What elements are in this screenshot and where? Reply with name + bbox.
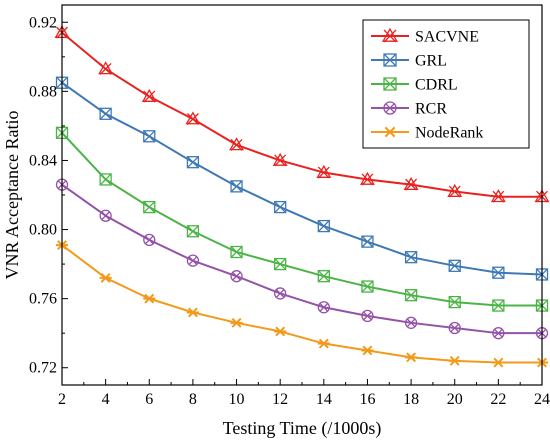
- data-point-grl-8: [186, 156, 200, 169]
- data-point-cdrl-16: [361, 280, 374, 293]
- y-axis-label: VNR Acceptance Ratio: [2, 111, 22, 280]
- data-point-rcr-20: [448, 321, 461, 335]
- data-point-rcr-12: [274, 287, 287, 300]
- legend-marker: [383, 77, 397, 91]
- data-point-rcr-10: [230, 270, 243, 283]
- y-tick-label: 0.84: [29, 152, 57, 169]
- legend-entry-sacvne: SACVNE: [371, 27, 479, 46]
- legend-marker: [383, 101, 397, 115]
- x-axis-label: Testing Time (/1000s): [223, 418, 382, 439]
- x-tick-label: 10: [229, 391, 245, 408]
- data-point-sacvne-8: [185, 111, 201, 125]
- data-point-cdrl-12: [274, 257, 287, 271]
- data-point-sacvne-12: [272, 152, 288, 167]
- data-point-noderank-16: [361, 345, 374, 356]
- data-point-cdrl-10: [230, 245, 243, 259]
- series-rcr: [55, 178, 549, 340]
- data-point-rcr-6: [143, 233, 156, 247]
- x-tick-label: 22: [490, 391, 506, 408]
- data-point-sacvne-20: [447, 183, 463, 198]
- legend: SACVNE GRL CDRL RCR NodeRank: [362, 19, 530, 149]
- legend-marker: [383, 53, 397, 67]
- data-point-rcr-18: [404, 316, 418, 329]
- legend-marker: [381, 27, 399, 43]
- x-tick-label: 16: [359, 391, 375, 408]
- data-point-grl-10: [230, 180, 243, 193]
- data-point-grl-22: [492, 266, 505, 279]
- legend-marker: [383, 126, 397, 138]
- x-tick-label: 18: [403, 391, 419, 408]
- x-tick-label: 20: [447, 391, 463, 408]
- legend-entry-rcr: RCR: [371, 101, 447, 118]
- series-line-noderank: [61, 244, 542, 364]
- data-point-sacvne-18: [403, 177, 419, 191]
- x-tick-label: 8: [189, 391, 197, 408]
- x-tick-label: 12: [272, 391, 288, 408]
- series-line-rcr: [61, 183, 542, 335]
- data-point-grl-12: [274, 200, 287, 214]
- data-point-noderank-12: [274, 326, 287, 337]
- data-point-cdrl-18: [404, 289, 418, 302]
- x-tick-label: 4: [102, 391, 110, 408]
- data-point-sacvne-14: [316, 164, 332, 179]
- series-line-cdrl: [61, 132, 542, 307]
- legend-label: NodeRank: [415, 125, 483, 142]
- series-cdrl: [55, 126, 549, 312]
- series-sacvne: [54, 25, 550, 203]
- data-point-rcr-8: [186, 254, 200, 267]
- legend-entry-cdrl: CDRL: [371, 77, 458, 94]
- data-point-cdrl-6: [143, 200, 156, 214]
- data-point-grl-14: [317, 219, 330, 233]
- axis-ticks: 2 4 6 8 10 12 14 16 18 20 22 240.720.760.800.840.88…: [29, 14, 550, 408]
- data-point-noderank-4: [99, 272, 112, 283]
- data-point-rcr-16: [361, 309, 374, 323]
- series-line-grl: [61, 81, 543, 276]
- data-point-rcr-22: [492, 327, 505, 340]
- data-point-cdrl-22: [492, 299, 505, 312]
- data-point-rcr-4: [99, 209, 112, 222]
- x-tick-label: 24: [534, 391, 550, 408]
- legend-label: CDRL: [415, 77, 458, 94]
- x-tick-label: 14: [316, 391, 332, 408]
- data-point-sacvne-10: [229, 137, 244, 151]
- data-point-noderank-22: [492, 357, 505, 368]
- y-tick-label: 0.88: [29, 83, 57, 100]
- legend-entry-grl: GRL: [371, 53, 447, 70]
- chart-marks: [54, 25, 550, 368]
- x-tick-label: 6: [145, 391, 153, 408]
- data-point-noderank-18: [405, 352, 418, 363]
- data-point-noderank-14: [317, 338, 330, 349]
- data-point-cdrl-20: [448, 295, 461, 309]
- data-point-grl-16: [361, 235, 374, 248]
- data-point-cdrl-8: [186, 225, 200, 238]
- data-point-grl-18: [404, 251, 418, 264]
- data-point-noderank-8: [186, 307, 199, 318]
- y-tick-label: 0.72: [29, 360, 57, 377]
- legend-label: GRL: [415, 53, 447, 70]
- data-point-sacvne-16: [360, 171, 375, 186]
- y-tick-label: 0.76: [29, 291, 57, 308]
- data-point-cdrl-14: [317, 270, 330, 283]
- data-point-sacvne-6: [141, 88, 157, 103]
- data-point-grl-4: [99, 107, 112, 120]
- legend-label: SACVNE: [415, 29, 479, 46]
- y-tick-label: 0.80: [29, 222, 57, 239]
- x-tick-label: 2: [58, 391, 66, 408]
- data-point-noderank-20: [448, 355, 461, 366]
- data-point-noderank-10: [230, 317, 243, 328]
- legend-entry-noderank: NodeRank: [371, 125, 483, 142]
- y-tick-label: 0.92: [29, 14, 57, 31]
- data-point-sacvne-22: [490, 189, 506, 203]
- data-point-cdrl-4: [99, 173, 112, 186]
- data-point-sacvne-4: [98, 61, 114, 75]
- data-point-noderank-6: [143, 293, 156, 304]
- legend-label: RCR: [415, 101, 447, 118]
- data-point-grl-20: [448, 259, 461, 272]
- data-point-grl-6: [143, 130, 156, 143]
- series-line-sacvne: [61, 31, 542, 198]
- data-point-rcr-14: [317, 301, 330, 314]
